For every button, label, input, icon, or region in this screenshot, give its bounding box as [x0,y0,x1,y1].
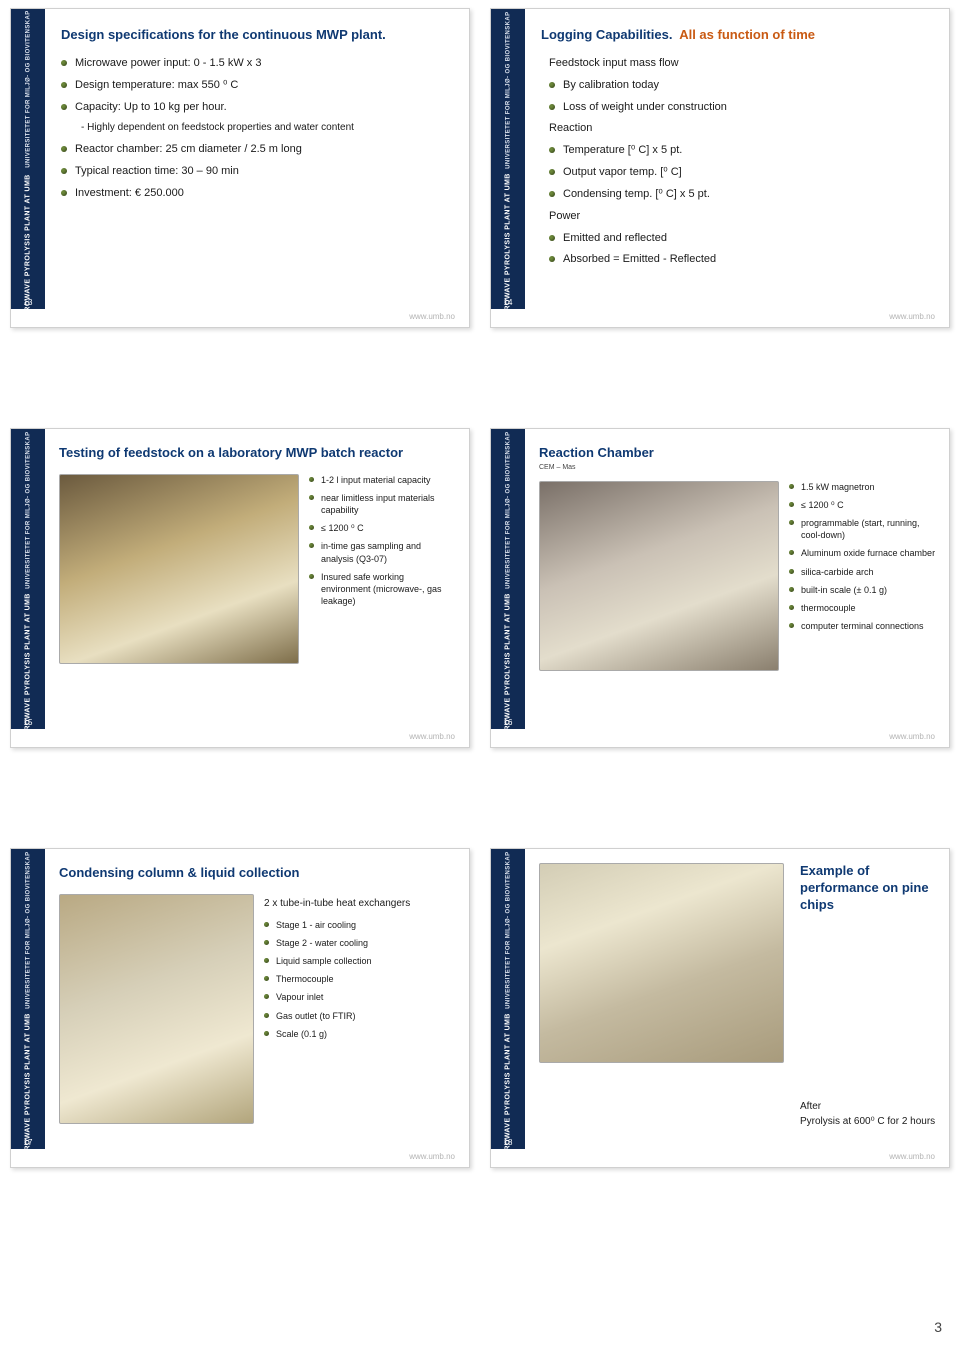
bullets: Stage 1 - air cooling Stage 2 - water co… [264,919,454,1040]
slide-rail: MICROWAVE PYROLYSIS PLANT AT UMB UNIVERS… [11,849,45,1167]
slide-title: Logging Capabilities. All as function of… [541,27,933,44]
group-heading: Power [549,209,933,224]
bullet-item: Emitted and reflected [549,231,933,246]
slide-number: 17 [11,1138,45,1147]
slide-title: Reaction Chamber [539,445,939,462]
slide-17: MICROWAVE PYROLYSIS PLANT AT UMB UNIVERS… [10,848,470,1168]
bullet-item: 1.5 kW magnetron [789,481,939,493]
photo-device [539,481,779,671]
slide-url: www.umb.no [889,1152,935,1161]
bullet-item: Stage 2 - water cooling [264,937,454,949]
group-heading: Feedstock input mass flow [549,56,933,71]
bullet-item: Design temperature: max 550 ⁰ C [61,78,453,93]
slide-13: MICROWAVE PYROLYSIS PLANT AT UMB UNIVERS… [10,8,470,328]
bullet-item: Temperature [⁰ C] x 5 pt. [549,143,933,158]
bullet-item: Vapour inlet [264,991,454,1003]
bullet-item: 1-2 l input material capacity [309,474,449,486]
bullet-item: Aluminum oxide furnace chamber [789,547,939,559]
bullet-item: in-time gas sampling and analysis (Q3-07… [309,540,449,564]
group-heading: Reaction [549,121,933,136]
rail-label: MICROWAVE PYROLYSIS PLANT AT UMB UNIVERS… [25,10,32,325]
bullet-item: Capacity: Up to 10 kg per hour. [61,100,453,115]
bullet-item: Liquid sample collection [264,955,454,967]
bullet-item: computer terminal connections [789,620,939,632]
bullets: 1.5 kW magnetron ≤ 1200 ⁰ C programmable… [789,481,939,638]
slide-18: MICROWAVE PYROLYSIS PLANT AT UMB UNIVERS… [490,848,950,1168]
bullet-item: Absorbed = Emitted - Reflected [549,252,933,267]
slide-rail: MICROWAVE PYROLYSIS PLANT AT UMB UNIVERS… [491,429,525,747]
bullets: Microwave power input: 0 - 1.5 kW x 3 De… [61,56,453,201]
bullet-item: Reactor chamber: 25 cm diameter / 2.5 m … [61,142,453,157]
slide-rail: MICROWAVE PYROLYSIS PLANT AT UMB UNIVERS… [491,849,525,1167]
bullet-item: silica-carbide arch [789,566,939,578]
slide-number: 14 [491,298,525,307]
bullet-item: Condensing temp. [⁰ C] x 5 pt. [549,187,933,202]
photo-lab [59,474,299,664]
bullet-item: thermocouple [789,602,939,614]
bullet-item: Insured safe working environment (microw… [309,571,449,607]
slide-url: www.umb.no [409,312,455,321]
bullet-item: ≤ 1200 ⁰ C [789,499,939,511]
bullet-item: Microwave power input: 0 - 1.5 kW x 3 [61,56,453,71]
bullets: 1-2 l input material capacity near limit… [309,474,449,613]
slide-15: MICROWAVE PYROLYSIS PLANT AT UMB UNIVERS… [10,428,470,748]
slide-rail: MICROWAVE PYROLYSIS PLANT AT UMB UNIVERS… [491,9,525,327]
lead-text: 2 x tube-in-tube heat exchangers [264,898,454,909]
slide-url: www.umb.no [409,1152,455,1161]
page-number: 3 [934,1319,942,1335]
slide-title: Example of performance on pine chips [800,863,950,914]
after-text: Pyrolysis at 600⁰ C for 2 hours [800,1116,950,1127]
bullet-item: Stage 1 - air cooling [264,919,454,931]
bullet-item: Typical reaction time: 30 – 90 min [61,164,453,179]
slide-14: MICROWAVE PYROLYSIS PLANT AT UMB UNIVERS… [490,8,950,328]
bullet-item: built-in scale (± 0.1 g) [789,584,939,596]
photo-glass [59,894,254,1124]
bullet-item: Scale (0.1 g) [264,1028,454,1040]
slide-number: 16 [491,718,525,727]
slide-title: Condensing column & liquid collection [59,865,459,882]
bullet-item: ≤ 1200 ⁰ C [309,522,449,534]
slide-rail: MICROWAVE PYROLYSIS PLANT AT UMB UNIVERS… [11,429,45,747]
bullet-item: Loss of weight under construction [549,100,933,115]
slide-url: www.umb.no [409,732,455,741]
slide-16: MICROWAVE PYROLYSIS PLANT AT UMB UNIVERS… [490,428,950,748]
bullet-item: Output vapor temp. [⁰ C] [549,165,933,180]
bullet-item: By calibration today [549,78,933,93]
bullet-item: programmable (start, running, cool-down) [789,517,939,541]
bullet-sub: - Highly dependent on feedstock properti… [61,121,453,135]
bullets: Feedstock input mass flow By calibration… [549,56,933,267]
slide-url: www.umb.no [889,732,935,741]
slide-title: Design specifications for the continuous… [61,27,453,44]
slide-rail: MICROWAVE PYROLYSIS PLANT AT UMB UNIVERS… [11,9,45,327]
bullet-item: near limitless input materials capabilit… [309,492,449,516]
photo-chamber [539,863,784,1063]
slide-subtitle: CEM – Mas [539,464,939,471]
slide-title: Testing of feedstock on a laboratory MWP… [59,445,459,462]
slide-number: 18 [491,1138,525,1147]
slide-url: www.umb.no [889,312,935,321]
bullet-item: Thermocouple [264,973,454,985]
bullet-item: Gas outlet (to FTIR) [264,1010,454,1022]
bullet-item: Investment: € 250.000 [61,186,453,201]
slide-number: 13 [11,298,45,307]
slide-number: 15 [11,718,45,727]
after-label: After [800,1101,950,1112]
